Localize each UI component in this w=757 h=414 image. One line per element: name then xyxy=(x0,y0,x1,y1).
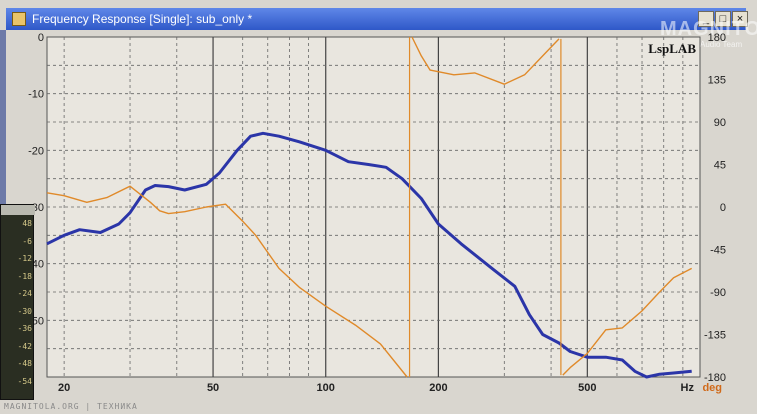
meter-scale-label: -54 xyxy=(17,376,32,386)
x-unit-label: Hz xyxy=(681,382,695,394)
x-tick-label: 200 xyxy=(429,382,447,394)
meter-scale-label: -30 xyxy=(17,306,32,316)
minimize-button[interactable]: _ xyxy=(698,11,714,27)
y-right-tick-label: 180 xyxy=(708,32,726,44)
y-right-tick-label: -135 xyxy=(704,330,726,342)
meter-scale-label: -36 xyxy=(17,324,32,333)
meter-scale-label: 48 xyxy=(22,219,32,228)
x-tick-label: 20 xyxy=(58,382,70,394)
y-right-tick-label: 90 xyxy=(714,117,726,129)
phase-series-line xyxy=(562,267,693,376)
meter-scale-label: -18 xyxy=(17,271,32,281)
maximize-button[interactable]: □ xyxy=(715,11,731,27)
series xyxy=(46,36,693,379)
meter-header xyxy=(1,205,35,215)
y-right-tick-label: 135 xyxy=(708,75,726,87)
x-tick-label: 100 xyxy=(317,382,335,394)
y-right-tick-label: -180 xyxy=(704,372,726,384)
grid xyxy=(47,37,700,377)
meter-scale-label: -48 xyxy=(17,359,32,368)
window-title: Frequency Response [Single]: sub_only * xyxy=(32,12,253,26)
watermark-logo: MAGNITOLA xyxy=(660,18,757,40)
y-left-tick-label: -20 xyxy=(28,145,44,157)
meter-scale-label: -24 xyxy=(17,289,32,298)
brand-label: LspLAB xyxy=(648,41,696,56)
footer-credit: MAGNITOLA.ORG | ТЕХНИКА xyxy=(4,402,138,411)
level-meter: 48 -6 -12 -18 -24 -30 -36 -42 -48 -54 xyxy=(0,204,35,400)
magnitude-series-line xyxy=(46,131,692,379)
watermark-subtitle: Audio Team xyxy=(700,40,743,49)
y-right-tick-label: -45 xyxy=(710,245,726,257)
app-icon xyxy=(12,12,26,26)
y-left-tick-label: 0 xyxy=(38,32,44,44)
window-titlebar[interactable]: Frequency Response [Single]: sub_only * … xyxy=(6,8,748,30)
phase-series-line xyxy=(46,185,408,378)
x-tick-label: 500 xyxy=(578,382,596,394)
x-tick-label: 50 xyxy=(207,382,219,394)
right-unit-label: deg xyxy=(702,382,722,394)
close-button[interactable]: × xyxy=(732,11,748,27)
meter-scale-label: -12 xyxy=(17,254,32,263)
meter-scale-label: -6 xyxy=(22,236,32,246)
window-left-edge xyxy=(0,30,6,205)
y-right-tick-label: -90 xyxy=(710,287,726,299)
y-right-tick-label: 45 xyxy=(714,160,726,172)
y-left-tick-label: -10 xyxy=(28,89,44,101)
meter-scale-label: -42 xyxy=(17,341,32,351)
phase-series-line xyxy=(411,36,560,85)
y-right-tick-label: 0 xyxy=(720,202,726,214)
axes: 0-10-20-30-40-5018013590450-45-90-135-18… xyxy=(28,32,726,394)
